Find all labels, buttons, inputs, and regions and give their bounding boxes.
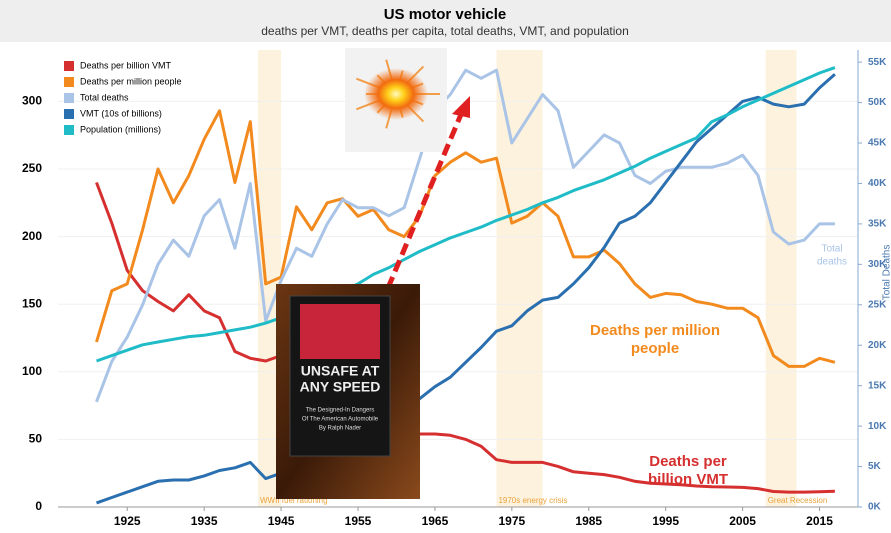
legend-swatch — [64, 125, 74, 135]
x-tick-label: 1985 — [575, 514, 602, 528]
book-subtitle: By Ralph Nader — [319, 426, 361, 432]
y-tick-label: 100 — [22, 364, 42, 378]
legend-label: Deaths per million people — [80, 76, 182, 86]
annotation: billion VMT — [648, 471, 728, 488]
event-band — [766, 50, 797, 507]
book-art — [300, 304, 380, 359]
y2-tick-label: 0K — [868, 502, 882, 513]
annotation: Total — [821, 244, 842, 255]
y-tick-label: 50 — [29, 432, 43, 446]
y-tick-label: 150 — [22, 296, 42, 310]
x-tick-label: 2015 — [806, 514, 833, 528]
x-tick-label: 1935 — [191, 514, 218, 528]
x-tick-label: 1975 — [498, 514, 525, 528]
annotation: people — [631, 340, 679, 357]
y2-tick-label: 20K — [868, 340, 887, 351]
x-tick-label: 2005 — [729, 514, 756, 528]
y2-tick-label: 15K — [868, 380, 887, 391]
legend-label: Deaths per billion VMT — [80, 60, 172, 70]
legend-label: VMT (10s of billions) — [80, 108, 162, 118]
book-title: ANY SPEED — [300, 379, 381, 395]
y-tick-label: 0 — [35, 499, 42, 513]
annotation: Deaths per million — [590, 322, 720, 339]
legend-swatch — [64, 93, 74, 103]
series-line — [97, 183, 835, 493]
chart: US motor vehicle deaths per VMT, deaths … — [0, 0, 891, 533]
series-line — [97, 70, 835, 402]
annotation: Deaths per — [649, 453, 727, 470]
explosion — [364, 68, 428, 120]
y2-tick-label: 10K — [868, 421, 887, 432]
book-subtitle: Of The American Automobile — [302, 417, 379, 423]
y2-axis-title: Total Deaths — [882, 245, 891, 301]
event-band — [496, 50, 542, 507]
book-title: UNSAFE AT — [301, 363, 380, 379]
legend-swatch — [64, 77, 74, 87]
chart-title: US motor vehicle — [384, 6, 507, 23]
y-tick-label: 250 — [22, 161, 42, 175]
y2-tick-label: 5K — [868, 461, 882, 472]
event-label: Great Recession — [768, 496, 828, 505]
event-label: 1970s energy crisis — [498, 496, 567, 505]
x-tick-label: 1965 — [422, 514, 449, 528]
series-line — [97, 111, 835, 367]
y-tick-label: 200 — [22, 229, 42, 243]
x-tick-label: 1955 — [345, 514, 372, 528]
book-subtitle: The Designed-In Dangers — [306, 408, 375, 414]
legend-label: Population (millions) — [80, 124, 161, 134]
chart-subtitle: deaths per VMT, deaths per capita, total… — [261, 24, 629, 38]
annotation: deaths — [817, 257, 847, 268]
x-tick-label: 1925 — [114, 514, 141, 528]
x-tick-label: 1945 — [268, 514, 295, 528]
y2-tick-label: 45K — [868, 138, 887, 149]
legend-label: Total deaths — [80, 92, 129, 102]
y2-tick-label: 40K — [868, 178, 887, 189]
arrow-head — [452, 96, 470, 118]
y2-tick-label: 55K — [868, 57, 887, 68]
y2-tick-label: 35K — [868, 219, 887, 230]
legend-swatch — [64, 61, 74, 71]
y-tick-label: 300 — [22, 94, 42, 108]
y2-tick-label: 50K — [868, 97, 887, 108]
legend-swatch — [64, 109, 74, 119]
x-tick-label: 1995 — [652, 514, 679, 528]
